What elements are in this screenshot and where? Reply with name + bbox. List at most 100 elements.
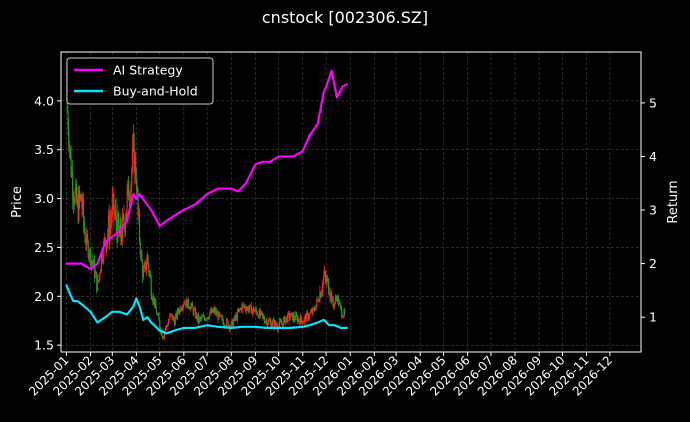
candle-body — [255, 308, 257, 312]
candle-body — [84, 231, 86, 243]
line-point — [325, 85, 327, 88]
line-point — [206, 324, 209, 327]
candle-body — [247, 306, 249, 312]
candle-body — [330, 291, 332, 298]
line-point — [182, 209, 185, 211]
candle-body — [144, 261, 146, 267]
line-point — [217, 187, 220, 190]
candle-body — [134, 156, 136, 172]
line-point — [72, 300, 75, 302]
candle-body — [285, 319, 287, 325]
candle-body — [94, 271, 96, 278]
candle-body — [85, 242, 87, 245]
candle-body — [331, 298, 333, 302]
candle-body — [221, 316, 223, 318]
candle-body — [89, 249, 92, 266]
line-ai-strategy — [66, 69, 348, 271]
candle-body — [259, 310, 261, 316]
candle-body — [326, 278, 328, 282]
candle-body — [133, 134, 135, 172]
candle-body — [243, 304, 245, 307]
candle-body — [283, 316, 285, 319]
candle-body — [241, 304, 243, 311]
line-point — [277, 155, 280, 158]
candle-body — [88, 256, 90, 258]
candle-body — [233, 320, 235, 327]
candle-body — [138, 212, 140, 216]
line-point — [111, 310, 114, 313]
candle-body — [332, 298, 334, 307]
candle-body — [200, 317, 202, 319]
candle-body — [291, 312, 293, 314]
candle-body — [272, 319, 274, 321]
candle-body — [72, 196, 75, 202]
candle-body — [312, 307, 314, 314]
candle-body — [286, 316, 288, 323]
candle-body — [208, 314, 211, 319]
y-tick-label-right: 5 — [649, 95, 657, 110]
candle-body — [97, 280, 99, 282]
plot-frame — [60, 51, 642, 353]
candle-body — [115, 209, 117, 224]
candle-body — [86, 234, 89, 242]
candle-body — [198, 317, 200, 323]
candle-body — [187, 299, 189, 308]
candle-body — [271, 320, 274, 326]
candle-body — [100, 254, 103, 270]
candle-body — [310, 310, 312, 313]
candle-body — [163, 337, 165, 339]
candle-body — [103, 237, 106, 242]
candle-body — [232, 319, 234, 327]
line-point — [104, 241, 107, 244]
candle-body — [317, 299, 319, 302]
y-axis-label-left: Price — [10, 186, 25, 218]
line-point — [288, 327, 291, 329]
candle-body — [212, 308, 214, 313]
line-point — [182, 327, 185, 329]
candle-body — [77, 198, 79, 221]
candle-body — [75, 183, 77, 191]
candle-body — [125, 210, 127, 219]
line-point — [173, 214, 176, 217]
candle-body — [72, 172, 74, 197]
candle-body — [105, 240, 107, 251]
candle-body — [297, 318, 299, 323]
candle-body — [107, 233, 109, 241]
candle-body — [142, 261, 144, 277]
candle-body — [257, 315, 260, 319]
candle-body — [222, 321, 225, 326]
line-point — [138, 305, 141, 308]
candle-body — [314, 310, 316, 311]
candle-body — [135, 156, 137, 180]
candle-body — [212, 310, 214, 313]
candle-body — [245, 309, 247, 312]
candle-body — [287, 312, 289, 323]
candle-body — [300, 316, 302, 321]
candle-body — [281, 323, 283, 325]
candle-body — [166, 325, 169, 327]
candle-body — [265, 320, 267, 322]
candle-body — [342, 316, 344, 318]
candle-body — [96, 280, 99, 291]
candle-body — [285, 316, 288, 320]
candle-body — [219, 312, 221, 316]
candle-body — [264, 320, 266, 324]
candle-body — [196, 313, 198, 321]
candle-body — [183, 303, 185, 305]
candle-body — [82, 198, 84, 210]
candle-body — [182, 304, 184, 309]
candle-body — [299, 320, 301, 325]
candle-body — [243, 306, 246, 308]
candle-body — [307, 313, 309, 320]
y-tick-label-right: 2 — [649, 256, 657, 271]
line-point — [150, 321, 153, 324]
candle-body — [343, 310, 345, 317]
candle-body — [156, 314, 159, 316]
candle-body — [260, 311, 262, 316]
candle-body — [191, 303, 193, 308]
candle-body — [170, 313, 173, 315]
line-point — [340, 327, 342, 329]
line-point — [284, 155, 287, 158]
candle-body — [268, 320, 270, 321]
candle-body — [145, 263, 148, 270]
